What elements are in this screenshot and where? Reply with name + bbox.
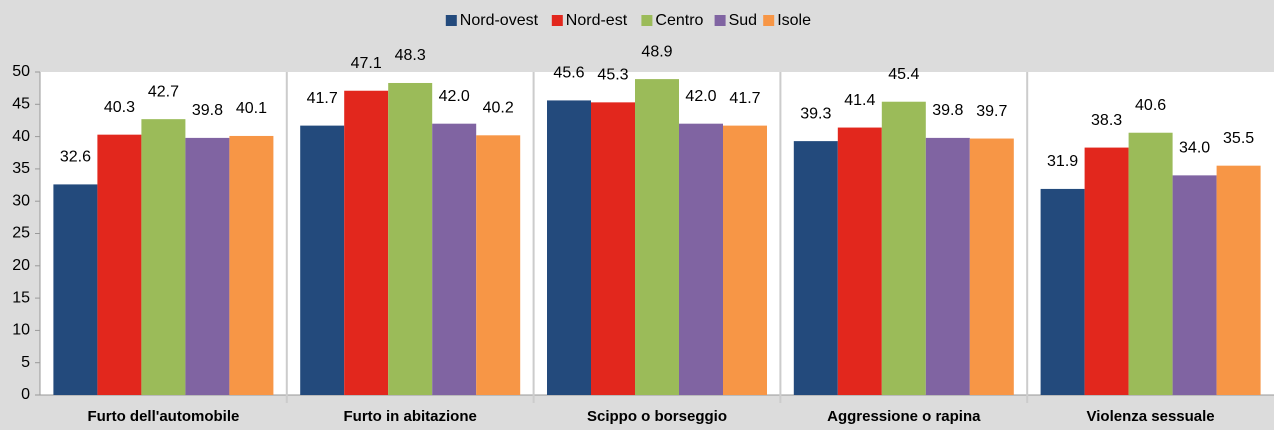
- bar: [344, 90, 389, 395]
- y-tick-label: 50: [12, 63, 30, 80]
- bar: [300, 125, 345, 396]
- value-label: 31.9: [1047, 153, 1078, 170]
- value-label: 40.3: [104, 99, 135, 116]
- bar: [53, 184, 98, 395]
- legend-label: Isole: [777, 12, 811, 29]
- bar: [1128, 132, 1173, 395]
- value-label: 48.3: [395, 47, 426, 64]
- x-tick-label: Furto in abitazione: [344, 408, 477, 425]
- x-tick-label: Furto dell'automobile: [87, 408, 239, 425]
- value-label: 48.9: [641, 43, 672, 60]
- value-label: 39.7: [976, 103, 1007, 120]
- legend-swatch: [714, 15, 726, 26]
- legend-label: Sud: [729, 12, 757, 29]
- value-label: 39.3: [800, 105, 831, 122]
- value-label: 41.4: [844, 92, 875, 109]
- bar: [229, 135, 274, 396]
- value-label: 40.2: [483, 100, 514, 117]
- value-label: 45.4: [888, 66, 919, 83]
- legend-swatch: [641, 15, 653, 26]
- bar: [1172, 175, 1217, 395]
- legend-swatch: [551, 15, 563, 26]
- bar: [185, 137, 230, 395]
- value-label: 45.3: [597, 67, 628, 84]
- value-label: 32.6: [60, 149, 91, 166]
- bar: [476, 135, 521, 396]
- value-label: 40.6: [1135, 97, 1166, 114]
- y-tick-label: 15: [12, 289, 30, 306]
- bar: [1216, 165, 1261, 395]
- bar: [432, 123, 477, 396]
- bar: [1084, 147, 1129, 395]
- bar: [388, 82, 433, 396]
- y-tick-label: 40: [12, 128, 30, 145]
- value-label: 42.0: [439, 88, 470, 105]
- value-label: 42.0: [685, 88, 716, 105]
- bar: [925, 137, 970, 395]
- bar: [837, 127, 882, 395]
- value-label: 41.7: [307, 90, 338, 107]
- legend-swatch: [445, 15, 457, 26]
- value-label: 38.3: [1091, 112, 1122, 129]
- legend-label: Nord-ovest: [460, 12, 539, 29]
- legend-label: Centro: [655, 12, 703, 29]
- y-tick-label: 5: [21, 354, 30, 371]
- y-tick-label: 35: [12, 160, 30, 177]
- x-tick-label: Violenza sessuale: [1087, 408, 1215, 425]
- y-tick-label: 10: [12, 322, 30, 339]
- value-label: 39.8: [192, 102, 223, 119]
- bar: [1040, 188, 1085, 395]
- x-tick-label: Aggressione o rapina: [827, 408, 981, 425]
- bar: [723, 125, 767, 396]
- value-label: 45.6: [553, 65, 584, 82]
- value-label: 40.1: [236, 100, 267, 117]
- bar: [635, 79, 679, 395]
- value-label: 47.1: [351, 55, 382, 72]
- value-label: 34.0: [1179, 140, 1210, 157]
- legend-swatch: [763, 15, 775, 26]
- bar: [969, 138, 1014, 395]
- bar: [679, 123, 723, 396]
- value-label: 41.7: [729, 90, 760, 107]
- y-tick-label: 45: [12, 96, 30, 113]
- bar: [881, 101, 926, 395]
- bar: [591, 102, 635, 395]
- bar: [793, 141, 838, 395]
- bar: [547, 100, 591, 395]
- y-tick-label: 30: [12, 192, 30, 209]
- value-label: 35.5: [1223, 130, 1254, 147]
- value-label: 42.7: [148, 83, 179, 100]
- legend-label: Nord-est: [566, 12, 628, 29]
- value-label: 39.8: [932, 102, 963, 119]
- y-tick-label: 25: [12, 225, 30, 242]
- bar: [141, 119, 186, 396]
- y-tick-label: 0: [21, 386, 30, 403]
- x-tick-label: Scippo o borseggio: [587, 408, 727, 425]
- bar: [97, 134, 142, 396]
- y-tick-label: 20: [12, 257, 30, 274]
